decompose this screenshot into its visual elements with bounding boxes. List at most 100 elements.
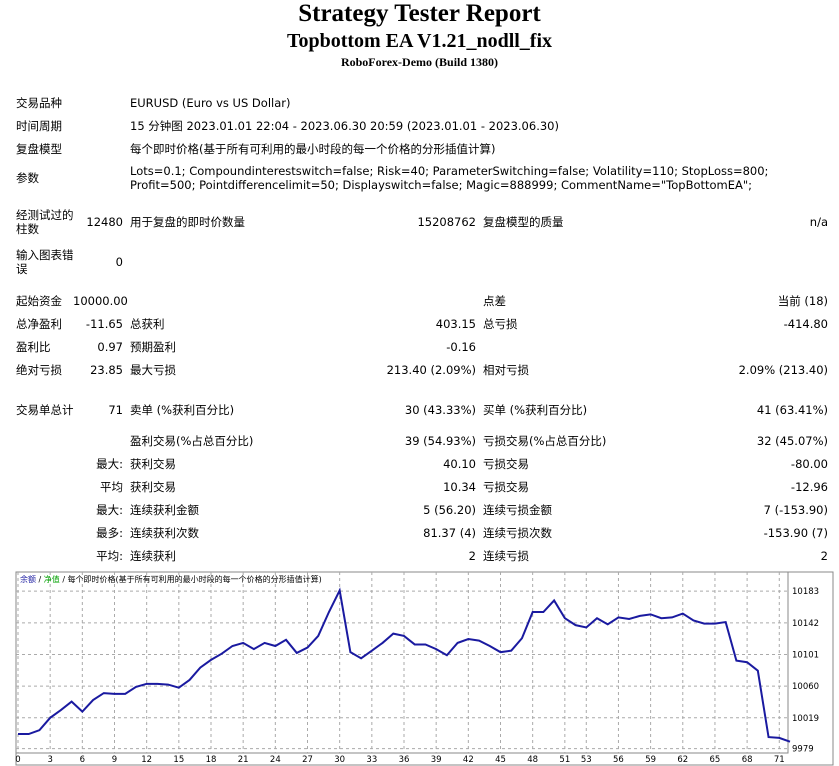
row-label: 起始资金 (16, 294, 62, 308)
field-value: 39 (54.93%) (404, 434, 476, 448)
field-label: 连续获利次数 (130, 526, 199, 540)
field-value: -414.80 (783, 317, 828, 331)
row-value: 最多: (96, 526, 123, 540)
field-value: -153.90 (7) (763, 526, 828, 540)
legend: 余额 / 净值 / 每个即时价格(基于所有可利用的最小时段的每一个价格的分形插值… (20, 574, 322, 584)
row-value: 10000.00 (73, 294, 128, 308)
row-label: 参数 (16, 171, 39, 185)
field-label: 预期盈利 (130, 340, 176, 354)
legend-separator: / (36, 575, 44, 584)
row-value: 23.85 (90, 363, 123, 377)
y-tick-label: 9979 (792, 745, 814, 755)
row-label: 交易品种 (16, 96, 62, 110)
field-label: 连续获利 (130, 549, 176, 563)
field-value: 213.40 (2.09%) (386, 363, 476, 377)
field-value: 15208762 (417, 215, 476, 229)
report-subtitle: Topbottom EA V1.21_nodll_fix (286, 30, 553, 52)
field-label: 连续获利金额 (130, 503, 199, 517)
field-label: 亏损交易(%占总百分比) (483, 434, 607, 448)
server: RoboForex-Demo (Build 1380) (340, 55, 499, 69)
row-label: 复盘模型 (16, 142, 62, 156)
x-tick-label: 33 (366, 755, 377, 765)
field-value: 40.10 (443, 457, 476, 471)
x-tick-label: 45 (495, 755, 506, 765)
row-text: 每个即时价格(基于所有可利用的最小时段的每一个价格的分形插值计算) (130, 142, 496, 156)
y-tick-label: 10101 (792, 650, 819, 660)
x-tick-label: 42 (463, 755, 474, 765)
field-label: 获利交易 (130, 480, 176, 494)
legend-separator: / (60, 575, 68, 584)
x-tick-label: 71 (774, 755, 785, 765)
field-label: 卖单 (%获利百分比) (130, 403, 235, 417)
x-tick-label: 27 (302, 755, 313, 765)
field-label: 总获利 (130, 317, 165, 331)
field-value: 2 (820, 549, 828, 563)
field-label: 连续亏损次数 (483, 526, 552, 540)
legend-model: 每个即时价格(基于所有可利用的最小时段的每一个价格的分形插值计算) (68, 574, 322, 584)
report-title: Strategy Tester Report (298, 0, 541, 27)
field-value: 2 (468, 549, 476, 563)
field-value: 81.37 (4) (423, 526, 476, 540)
x-tick-label: 9 (112, 755, 117, 765)
row-label: 经测试过的柱数 (16, 208, 74, 236)
field-label: 亏损交易 (483, 457, 529, 471)
field-value: -80.00 (790, 457, 828, 471)
row-value: 12480 (86, 215, 123, 229)
x-tick-label: 59 (645, 755, 656, 765)
x-tick-label: 6 (80, 755, 85, 765)
field-value: 41 (63.41%) (756, 403, 828, 417)
field-label: 复盘模型的质量 (483, 215, 564, 229)
row-value: 最大: (96, 503, 123, 517)
row-label: 时间周期 (16, 119, 62, 133)
field-label: 用于复盘的即时价数量 (130, 215, 245, 229)
field-label: 总亏损 (483, 317, 518, 331)
field-value: 32 (45.07%) (756, 434, 828, 448)
field-label: 连续亏损金额 (483, 503, 552, 517)
field-label: 亏损交易 (483, 480, 529, 494)
field-label: 买单 (%获利百分比) (483, 403, 588, 417)
row-value: -11.65 (85, 317, 123, 331)
x-tick-label: 18 (206, 755, 217, 765)
x-tick-label: 24 (270, 755, 281, 765)
row-text: 15 分钟图 2023.01.01 22:04 - 2023.06.30 20:… (130, 119, 559, 133)
x-tick-label: 0 (15, 755, 20, 765)
field-value: n/a (809, 215, 828, 229)
y-tick-label: 10183 (792, 587, 819, 597)
x-tick-label: 56 (613, 755, 624, 765)
row-label: 交易单总计 (16, 403, 74, 417)
x-tick-label: 51 (559, 755, 570, 765)
x-tick-label: 36 (399, 755, 410, 765)
x-tick-label: 48 (527, 755, 538, 765)
field-value: 5 (56.20) (423, 503, 476, 517)
row-value: 平均: (96, 549, 123, 563)
field-value: 403.15 (435, 317, 476, 331)
x-tick-label: 39 (431, 755, 442, 765)
field-value: -12.96 (790, 480, 828, 494)
field-label: 点差 (483, 294, 506, 308)
field-value: 30 (43.33%) (404, 403, 476, 417)
row-text: EURUSD (Euro vs US Dollar) (130, 96, 291, 110)
y-tick-label: 10142 (792, 619, 819, 629)
x-tick-label: 30 (334, 755, 345, 765)
field-label: 获利交易 (130, 457, 176, 471)
row-label: 总净盈利 (16, 317, 62, 331)
chart-frame (15, 571, 834, 766)
field-value: 当前 (18) (777, 294, 828, 308)
y-tick-label: 10019 (792, 714, 819, 724)
plot-frame (15, 571, 789, 754)
x-tick-label: 12 (141, 755, 152, 765)
x-tick-label: 3 (47, 755, 52, 765)
x-tick-label: 65 (710, 755, 721, 765)
row-label: 盈利比 (16, 340, 51, 354)
row-label: 输入图表错误 (16, 248, 74, 276)
field-label: 相对亏损 (483, 363, 529, 377)
x-tick-label: 62 (677, 755, 688, 765)
balance-line (18, 587, 791, 743)
row-label: 绝对亏损 (16, 363, 62, 377)
field-value: 2.09% (213.40) (738, 363, 828, 377)
field-value: 7 (-153.90) (763, 503, 828, 517)
row-text: Lots=0.1; Compoundinterestswitch=false; … (130, 164, 769, 192)
legend-entry: 余额 (20, 574, 36, 584)
